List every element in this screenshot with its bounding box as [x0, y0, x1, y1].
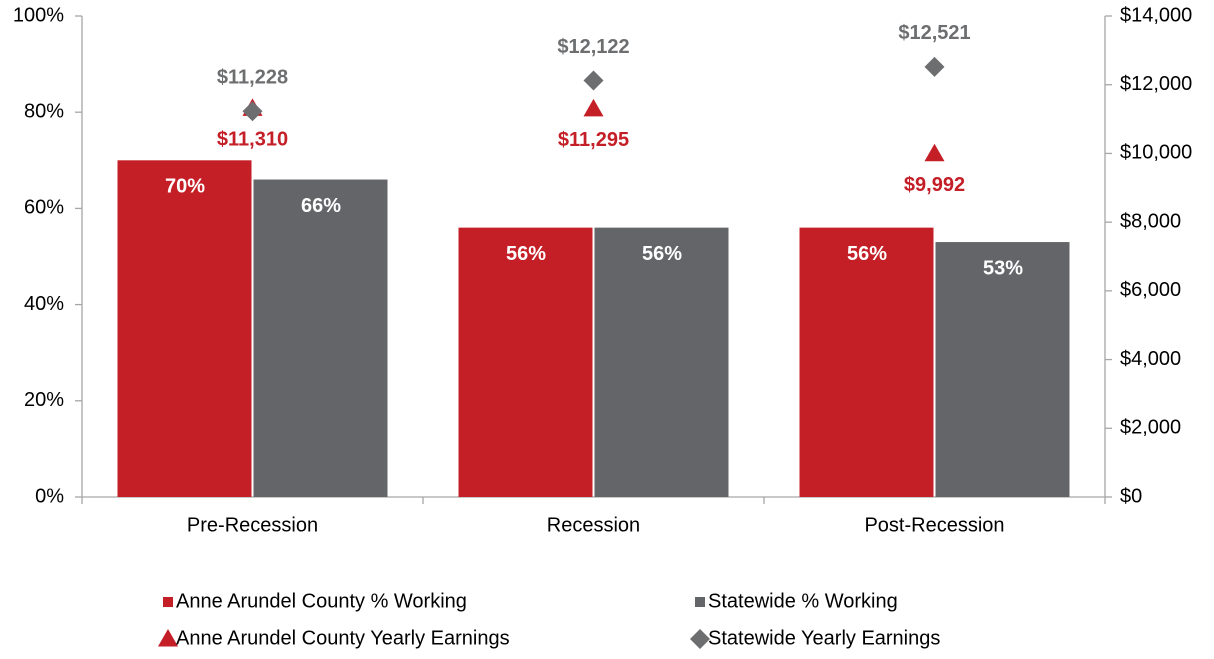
bar	[799, 227, 934, 497]
y2-tick-label: $14,000	[1120, 4, 1192, 26]
y2-tick-label: $12,000	[1120, 73, 1192, 95]
y2-tick-label: $8,000	[1120, 210, 1181, 232]
y-tick-label: 0%	[35, 485, 64, 507]
bar-value-label: 70%	[165, 176, 205, 198]
marker-triangle	[583, 98, 604, 117]
bar	[935, 242, 1070, 497]
legend-marker	[163, 597, 173, 607]
y-tick-label: 80%	[24, 100, 64, 122]
y-tick-label: 20%	[24, 389, 64, 411]
marker-diamond	[583, 70, 604, 91]
legend-marker	[158, 629, 178, 647]
legend-label: Statewide Yearly Earnings	[708, 627, 940, 649]
y-tick-label: 100%	[13, 4, 64, 26]
legend-marker	[690, 629, 710, 649]
y-tick-label: 60%	[24, 197, 64, 219]
point-value-label: $9,992	[904, 174, 965, 196]
x-tick-label: Post-Recession	[864, 514, 1004, 536]
x-tick-label: Recession	[547, 514, 640, 536]
bar-value-label: 56%	[642, 243, 682, 265]
legend-label: Anne Arundel County Yearly Earnings	[176, 627, 510, 649]
bar	[458, 227, 593, 497]
bar-value-label: 53%	[983, 257, 1023, 279]
bar-value-label: 66%	[301, 195, 341, 217]
bar	[253, 179, 388, 498]
point-value-label: $11,228	[217, 67, 288, 89]
bar	[117, 160, 252, 498]
point-value-label: $11,295	[558, 129, 629, 151]
x-tick-label: Pre-Recession	[187, 514, 318, 536]
y2-tick-label: $0	[1120, 485, 1142, 507]
legend-label: Anne Arundel County % Working	[176, 590, 467, 612]
y2-tick-label: $2,000	[1120, 417, 1181, 439]
y2-tick-label: $10,000	[1120, 142, 1192, 164]
marker-triangle	[924, 143, 945, 162]
y-tick-label: 40%	[24, 293, 64, 315]
marker-diamond	[924, 56, 945, 77]
point-value-label: $11,310	[217, 129, 288, 151]
bar-value-label: 56%	[847, 243, 887, 265]
marker-diamond	[242, 101, 263, 122]
y2-tick-label: $4,000	[1120, 348, 1181, 370]
legend-label: Statewide % Working	[708, 590, 898, 612]
y2-tick-label: $6,000	[1120, 279, 1181, 301]
legend-marker	[695, 597, 705, 607]
bar-value-label: 56%	[506, 243, 546, 265]
bar	[594, 227, 729, 497]
point-value-label: $12,521	[898, 22, 970, 44]
point-value-label: $12,122	[557, 36, 629, 58]
